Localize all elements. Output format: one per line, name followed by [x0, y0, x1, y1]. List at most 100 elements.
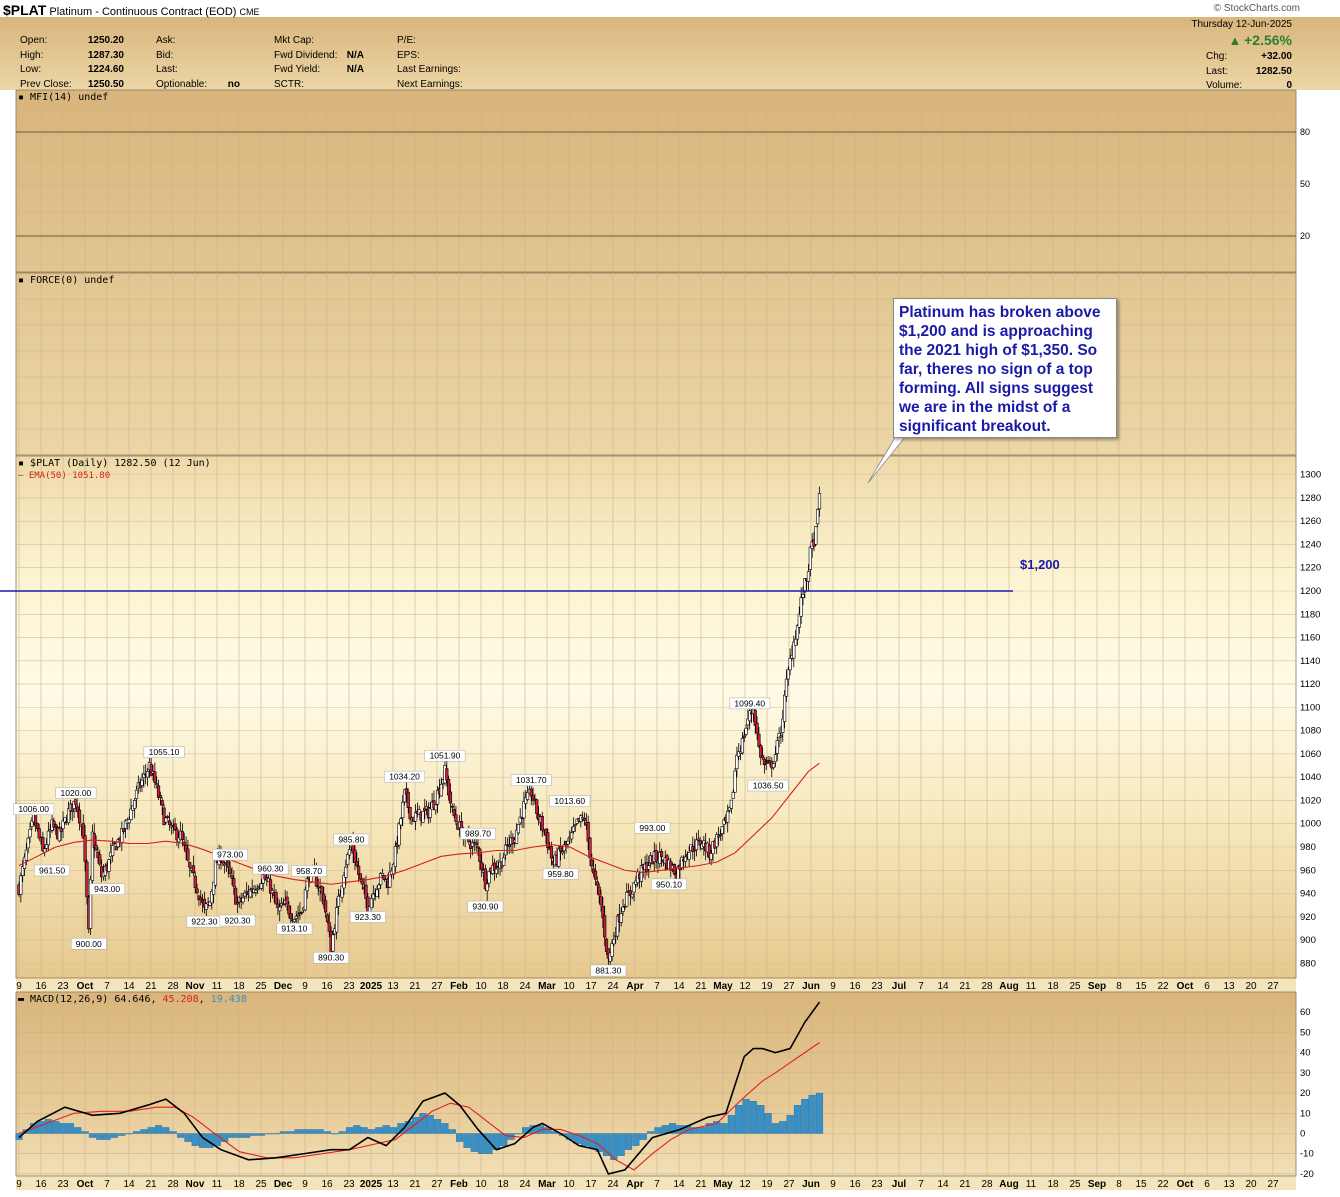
- candle-body: [595, 881, 599, 886]
- annotation-text: 950.10: [656, 879, 682, 889]
- x-tick-label: Oct: [1177, 981, 1194, 992]
- candle-body: [445, 768, 449, 781]
- macd-tick-label: 30: [1300, 1068, 1311, 1079]
- x-tick-label: 16: [35, 981, 47, 992]
- candle: [628, 885, 632, 906]
- candle: [241, 892, 245, 905]
- candle: [404, 780, 408, 803]
- candle-body: [628, 890, 632, 897]
- price-annotation: 993.00: [634, 822, 671, 834]
- price-annotation: 890.30: [313, 951, 349, 964]
- annotation-box: [634, 822, 671, 834]
- candle-body: [529, 788, 533, 797]
- candle: [599, 889, 603, 912]
- x-tick-label: 7: [654, 981, 660, 992]
- candle: [740, 731, 744, 755]
- candle-body: [296, 914, 300, 917]
- annotation-box: [212, 848, 248, 861]
- candle-body: [153, 771, 157, 783]
- candle: [259, 879, 263, 891]
- volume-value: 0: [1286, 80, 1292, 91]
- candle-body: [98, 854, 102, 865]
- candle-body: [210, 891, 214, 904]
- candle: [375, 885, 379, 898]
- candle: [683, 849, 688, 868]
- macd-tick-label: -10: [1300, 1149, 1314, 1160]
- candle: [153, 762, 157, 789]
- x-tick-label: 27: [1267, 1179, 1279, 1190]
- candle: [90, 824, 95, 885]
- candle: [270, 887, 274, 899]
- x-tick-label: 23: [871, 1179, 883, 1190]
- candle-body: [77, 809, 82, 824]
- candle-body: [336, 895, 341, 907]
- candle: [164, 816, 168, 825]
- candle-body: [726, 810, 730, 823]
- candle: [518, 808, 522, 826]
- candle-body: [162, 807, 166, 826]
- price-tick-label: 1280: [1300, 493, 1321, 504]
- pe-label: P/E:: [397, 35, 416, 46]
- ema-label: — EMA(50) 1051.80: [18, 471, 110, 481]
- low-label: Low:: [20, 64, 42, 75]
- x-tick-label: 25: [1069, 1179, 1081, 1190]
- candle: [167, 812, 172, 831]
- candle: [235, 895, 240, 914]
- next-earnings-label: Next Earnings:: [397, 78, 463, 90]
- candle-body: [223, 863, 227, 866]
- price-annotation: 923.30: [349, 911, 386, 923]
- candle: [327, 912, 331, 937]
- candle-body: [76, 806, 80, 813]
- force-label: FORCE(0) undef: [30, 275, 115, 286]
- annotation-text: 1020.00: [61, 788, 92, 798]
- panel-border: [15, 89, 1297, 273]
- candle: [632, 881, 636, 902]
- candle: [540, 811, 544, 838]
- candle: [707, 838, 711, 863]
- candle: [729, 799, 733, 814]
- candle: [195, 883, 199, 896]
- candle: [514, 823, 519, 845]
- x-tick-label: 27: [431, 981, 443, 992]
- candle-body: [322, 893, 326, 905]
- annotation-box: [542, 868, 579, 880]
- macd-tick-label: 60: [1300, 1007, 1311, 1018]
- price-annotation: 950.10: [651, 878, 687, 891]
- macd-histogram-bar: [514, 1133, 522, 1135]
- candle-body: [358, 873, 363, 880]
- candle-body: [193, 875, 197, 888]
- candle-body: [797, 613, 801, 628]
- candle-body: [784, 678, 789, 697]
- last-label: Last:: [156, 64, 178, 75]
- candle: [210, 889, 214, 910]
- candle-body: [276, 903, 280, 909]
- candle: [342, 871, 346, 895]
- x-tick-label: 18: [233, 1179, 245, 1190]
- candle-body: [759, 745, 763, 758]
- date-axis-background: [16, 1176, 1296, 1190]
- macd-histogram-bar: [287, 1131, 295, 1134]
- candle-body: [158, 795, 162, 799]
- candle: [590, 853, 594, 872]
- candle: [142, 765, 146, 788]
- symbol: $PLAT: [3, 2, 47, 18]
- macd-tick-label: 0: [1300, 1129, 1305, 1140]
- candle: [114, 845, 118, 851]
- candle-body: [764, 761, 768, 764]
- candle-body: [546, 832, 550, 848]
- candle-body: [518, 816, 522, 824]
- candle-body: [794, 638, 798, 646]
- candle: [379, 871, 383, 890]
- macd-histogram-bar: [279, 1131, 287, 1134]
- macd-tick-label: 20: [1300, 1088, 1311, 1099]
- candle: [742, 729, 746, 743]
- price-annotation: 922.30: [186, 915, 223, 928]
- candle-body: [325, 914, 330, 922]
- candle: [783, 690, 787, 729]
- candle-body: [608, 952, 612, 962]
- candle-body: [588, 837, 592, 859]
- macd-histogram-bar: [441, 1123, 449, 1134]
- price-tick-label: 1060: [1300, 749, 1321, 760]
- x-tick-label: 9: [302, 981, 308, 992]
- candle: [531, 787, 535, 806]
